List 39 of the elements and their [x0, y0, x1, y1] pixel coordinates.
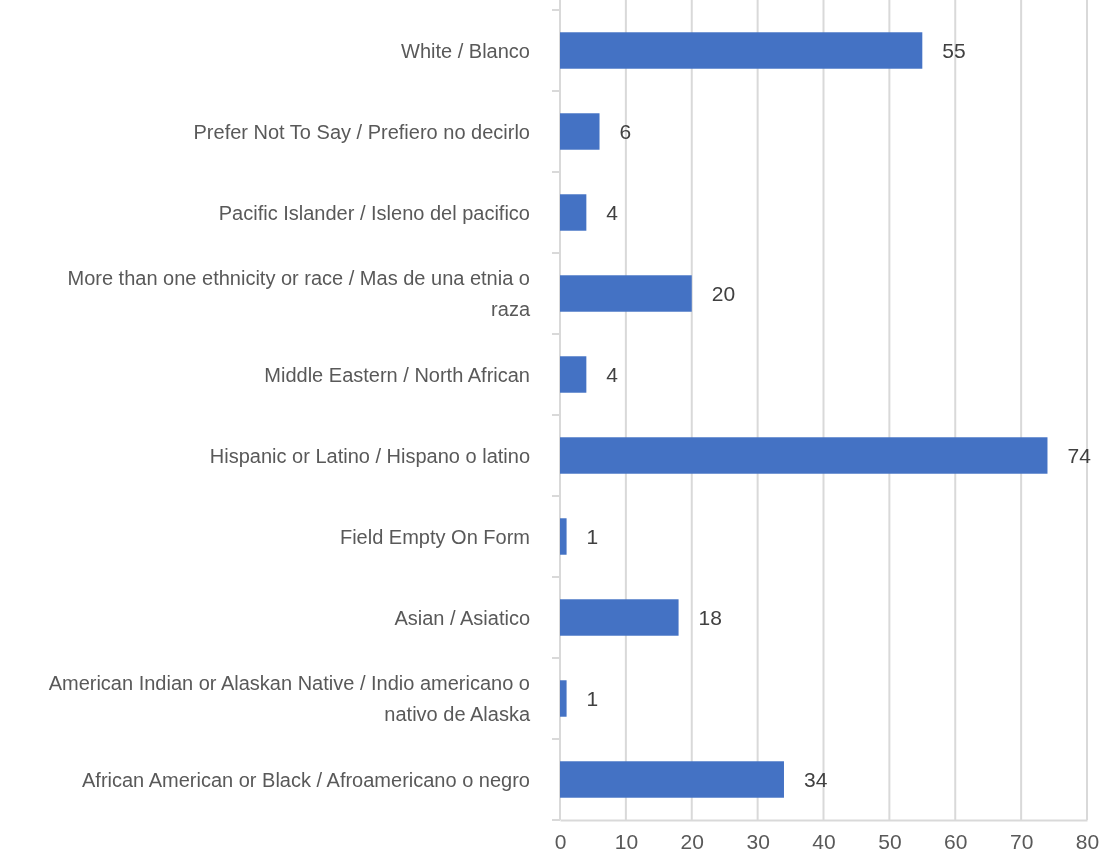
bar — [560, 113, 600, 150]
x-tick-label: 10 — [614, 829, 639, 853]
y-tick-label: Field Empty On Form — [339, 525, 530, 548]
x-tick-label: 0 — [554, 829, 567, 853]
data-label: 4 — [606, 200, 619, 224]
y-tick-label: Hispanic or Latino / Hispano o latino — [209, 444, 530, 467]
data-label: 4 — [606, 362, 619, 386]
bar — [560, 356, 587, 393]
x-tick-label: 40 — [812, 829, 836, 853]
data-label: 74 — [1067, 443, 1092, 467]
bar — [560, 518, 567, 555]
data-label: 34 — [803, 767, 828, 791]
y-tick-label: More than one ethnicity or race / Mas de una etnia o raza — [67, 267, 531, 320]
y-tick-label: Prefer Not To Say / Prefiero no decirlo — [193, 120, 530, 143]
x-tick-label: 20 — [680, 829, 704, 853]
data-label: 20 — [711, 281, 736, 305]
x-tick-label: 70 — [1009, 829, 1034, 853]
bar — [560, 32, 923, 69]
bar — [560, 194, 587, 231]
data-label: 1 — [586, 524, 599, 548]
y-tick-label: White / Blanco — [401, 39, 530, 62]
bar — [560, 761, 784, 798]
bar — [560, 680, 567, 717]
x-tick-label: 80 — [1075, 829, 1100, 853]
y-tick-label: Asian / Asiatico — [394, 606, 530, 629]
data-label: 18 — [698, 605, 722, 629]
data-label: 55 — [942, 38, 966, 62]
x-tick-label: 60 — [944, 829, 968, 853]
y-tick-label: American Indian or Alaskan Native / Indio americano o nativo de Alaska — [48, 672, 531, 725]
data-label: 1 — [586, 686, 599, 710]
data-label: 6 — [619, 119, 632, 143]
y-tick-label: Pacific Islander / Isleno del pacifico — [218, 201, 530, 224]
bar — [560, 599, 679, 636]
x-tick-label: 50 — [878, 829, 902, 853]
y-tick-label: Middle Eastern / North African — [264, 363, 530, 386]
bar — [560, 275, 692, 312]
y-tick-label: African American or Black / Afroamericano o negro — [82, 768, 530, 791]
x-tick-label: 30 — [746, 829, 770, 853]
bar — [560, 437, 1048, 474]
